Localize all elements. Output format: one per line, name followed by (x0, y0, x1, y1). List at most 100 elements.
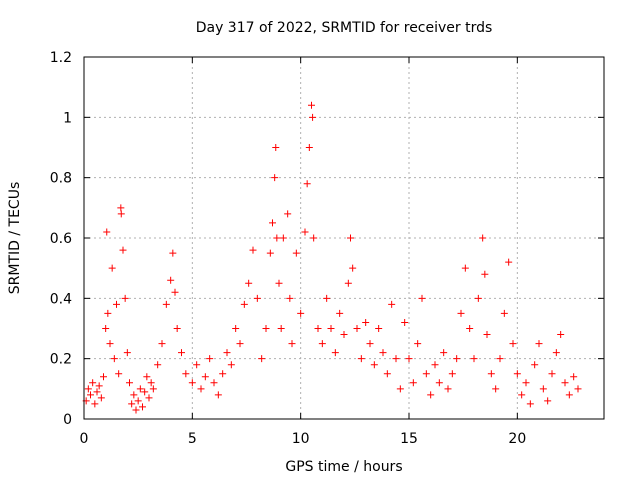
data-point (258, 355, 266, 363)
data-point (379, 349, 387, 357)
data-point (210, 379, 218, 387)
data-point (223, 349, 231, 357)
data-point (496, 355, 504, 363)
y-tick-label: 1.2 (50, 50, 72, 66)
data-point (444, 385, 452, 393)
data-point (201, 373, 209, 381)
y-tick-label: 1 (63, 110, 72, 126)
data-point (249, 246, 257, 254)
y-tick-label: 0.6 (50, 231, 72, 247)
data-point (505, 258, 513, 266)
x-tick-label: 5 (188, 431, 197, 447)
data-point (297, 309, 305, 317)
data-point (327, 325, 335, 332)
data-point (557, 331, 565, 339)
data-point (227, 361, 235, 369)
data-point (130, 391, 138, 399)
data-point (513, 370, 521, 378)
data-point (483, 331, 491, 339)
data-point (284, 210, 292, 218)
data-point (288, 340, 296, 348)
data-point (340, 331, 348, 339)
data-point (89, 379, 97, 387)
data-point (253, 294, 261, 302)
data-point (273, 234, 281, 242)
data-point (119, 246, 127, 254)
data-point (487, 370, 495, 378)
data-point (279, 234, 287, 242)
data-point (206, 355, 214, 363)
data-points (82, 101, 582, 414)
data-point (123, 349, 131, 357)
data-point (232, 325, 240, 332)
data-point (113, 300, 120, 308)
data-point (286, 294, 294, 302)
data-point (126, 379, 133, 387)
data-point (121, 294, 129, 302)
data-point (418, 294, 426, 302)
data-point (87, 391, 94, 399)
data-point (548, 370, 556, 378)
data-point (310, 234, 318, 242)
data-point (106, 340, 114, 348)
data-point (178, 349, 185, 357)
data-point (422, 370, 430, 378)
data-point (388, 300, 396, 308)
data-point (262, 325, 270, 332)
data-point (134, 397, 142, 405)
data-point (448, 370, 456, 378)
data-point (362, 318, 370, 326)
data-point (509, 340, 517, 348)
data-point (275, 279, 283, 287)
data-point (266, 249, 274, 257)
data-point (173, 325, 181, 332)
data-point (158, 340, 166, 348)
data-point (552, 349, 560, 357)
data-point (305, 144, 313, 151)
data-point (392, 355, 400, 363)
data-point (431, 361, 439, 369)
x-axis-label: GPS time / hours (285, 459, 402, 475)
data-point (245, 279, 253, 287)
data-point (318, 340, 326, 348)
data-point (128, 400, 136, 408)
data-point (236, 340, 244, 348)
data-point (470, 355, 478, 363)
data-point (115, 370, 123, 378)
data-point (117, 210, 125, 218)
y-tick-label: 0.8 (50, 171, 72, 187)
y-axis-label: SRMTID / TECUs (7, 182, 23, 295)
data-point (353, 325, 361, 332)
data-point (188, 379, 196, 387)
data-point (500, 309, 508, 317)
data-point (347, 234, 354, 242)
data-point (141, 388, 149, 396)
data-point (132, 406, 140, 414)
data-point (414, 340, 422, 348)
data-point (303, 180, 311, 188)
data-point (574, 385, 582, 393)
data-point (539, 385, 547, 393)
data-point (143, 373, 151, 381)
data-point (147, 379, 155, 387)
data-point (292, 249, 300, 257)
data-point (309, 113, 317, 121)
data-point (269, 219, 276, 227)
y-tick-label: 0.4 (50, 291, 72, 307)
data-point (93, 388, 101, 396)
data-point (435, 379, 443, 387)
data-point (240, 300, 248, 308)
data-point (366, 340, 374, 348)
data-point (214, 391, 222, 399)
data-point (162, 300, 170, 308)
data-point (314, 325, 322, 332)
data-point (271, 174, 279, 182)
x-tick-label: 20 (508, 431, 526, 447)
data-point (405, 355, 413, 363)
data-point (522, 379, 530, 387)
data-point (84, 385, 92, 393)
data-point (104, 309, 112, 317)
data-point (136, 385, 144, 393)
